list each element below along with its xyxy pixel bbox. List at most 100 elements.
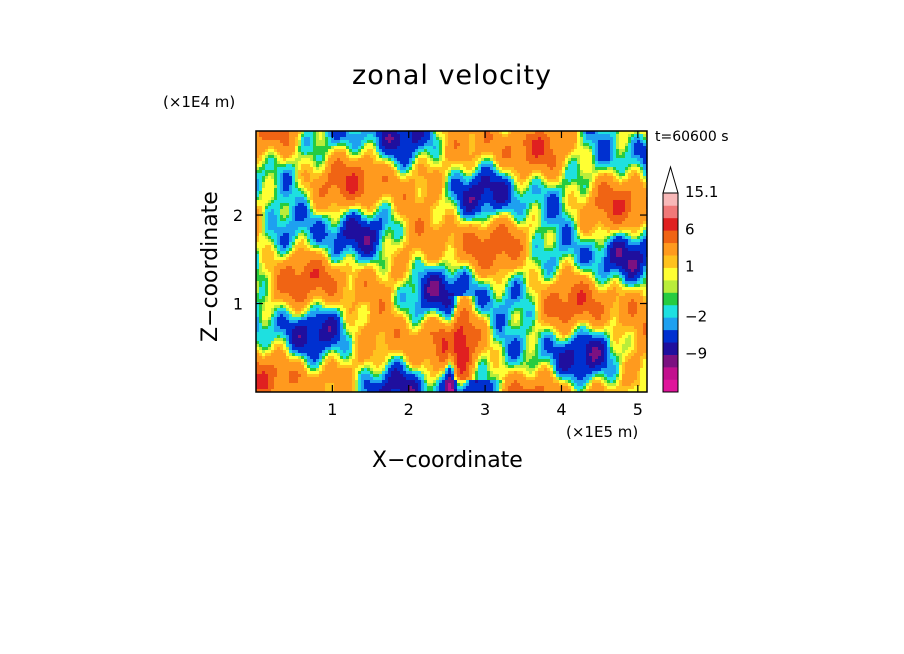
field-cell (442, 197, 446, 201)
field-cell (382, 179, 386, 183)
field-cell (472, 131, 476, 135)
field-cell (271, 149, 275, 153)
field-cell (457, 137, 461, 141)
field-cell (337, 179, 341, 183)
field-cell (619, 161, 623, 165)
field-cell (499, 218, 503, 222)
field-cell (304, 230, 308, 234)
field-cell (379, 200, 383, 204)
field-cell (379, 194, 383, 198)
field-cell (403, 179, 407, 183)
field-cell (598, 149, 602, 153)
field-cell (394, 134, 398, 138)
field-cell (352, 209, 356, 213)
field-cell (358, 197, 362, 201)
field-cell (610, 209, 614, 213)
field-cell (454, 230, 458, 234)
field-cell (388, 209, 392, 213)
field-cell (349, 242, 353, 246)
field-cell (529, 170, 533, 174)
field-cell (511, 191, 515, 195)
field-cell (409, 203, 413, 207)
field-cell (604, 179, 608, 183)
field-cell (508, 224, 512, 228)
field-cell (517, 230, 521, 234)
field-cell (520, 155, 524, 159)
field-cell (538, 221, 542, 225)
field-cell (607, 188, 611, 192)
field-cell (451, 221, 455, 225)
field-cell (436, 155, 440, 159)
field-cell (517, 185, 521, 189)
field-cell (487, 158, 491, 162)
field-cell (265, 224, 269, 228)
field-cell (397, 239, 401, 243)
field-cell (529, 230, 533, 234)
field-cell (343, 239, 347, 243)
field-cell (493, 170, 497, 174)
field-cell (265, 161, 269, 165)
field-cell (370, 146, 374, 150)
field-cell (430, 200, 434, 204)
field-cell (388, 182, 392, 186)
field-cell (580, 218, 584, 222)
field-cell (493, 191, 497, 195)
field-cell (430, 239, 434, 243)
field-cell (325, 149, 329, 153)
field-cell (433, 155, 437, 159)
field-cell (424, 212, 428, 216)
field-cell (337, 131, 341, 135)
field-cell (337, 236, 341, 240)
field-cell (640, 185, 644, 189)
field-cell (571, 233, 575, 237)
field-cell (502, 200, 506, 204)
field-cell (379, 203, 383, 207)
field-cell (307, 230, 311, 234)
field-cell (571, 176, 575, 180)
field-cell (517, 239, 521, 243)
field-cell (598, 155, 602, 159)
field-cell (538, 230, 542, 234)
field-cell (475, 209, 479, 213)
field-cell (319, 140, 323, 144)
field-cell (430, 203, 434, 207)
field-cell (463, 221, 467, 225)
field-cell (553, 218, 557, 222)
field-cell (460, 137, 464, 141)
field-cell (421, 194, 425, 198)
field-cell (421, 233, 425, 237)
field-cell (637, 176, 641, 180)
field-cell (529, 215, 533, 219)
field-cell (367, 194, 371, 198)
field-cell (301, 224, 305, 228)
field-cell (604, 173, 608, 177)
field-cell (424, 185, 428, 189)
field-cell (358, 152, 362, 156)
field-cell (328, 239, 332, 243)
field-cell (418, 221, 422, 225)
field-cell (268, 209, 272, 213)
field-cell (349, 194, 353, 198)
field-cell (604, 239, 608, 243)
field-cell (322, 182, 326, 186)
field-cell (562, 134, 566, 138)
field-cell (454, 170, 458, 174)
field-cell (286, 188, 290, 192)
field-cell (574, 224, 578, 228)
field-cell (322, 242, 326, 246)
field-cell (430, 164, 434, 168)
field-cell (334, 173, 338, 177)
field-cell (304, 236, 308, 240)
field-cell (514, 185, 518, 189)
field-cell (283, 242, 287, 246)
field-cell (289, 197, 293, 201)
field-cell (343, 131, 347, 135)
field-cell (526, 146, 530, 150)
field-cell (535, 176, 539, 180)
field-cell (439, 218, 443, 222)
field-cell (490, 233, 494, 237)
field-cell (367, 167, 371, 171)
field-cell (481, 176, 485, 180)
field-cell (637, 134, 641, 138)
field-cell (487, 185, 491, 189)
